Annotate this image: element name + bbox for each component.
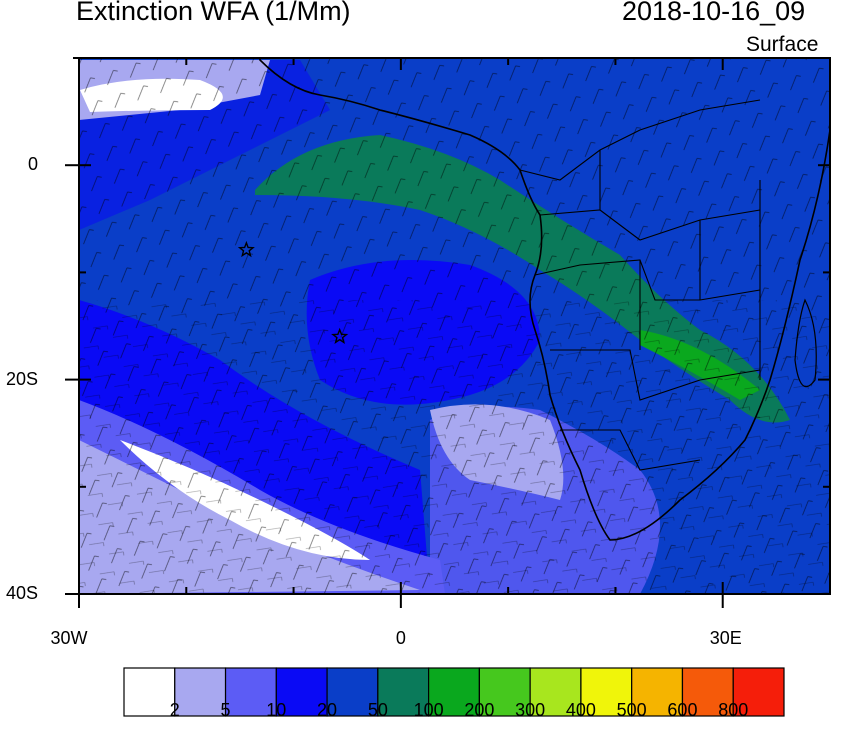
map-field	[79, 58, 830, 594]
colorbar-swatch	[326, 667, 379, 717]
colorbar-swatch	[631, 667, 684, 717]
colorbar-swatch	[681, 667, 734, 717]
lat-label: 20S	[5, 368, 38, 389]
colorbar-swatch	[529, 667, 582, 717]
colorbar-label: 500	[616, 700, 647, 720]
colorbar-label: 800	[718, 700, 749, 720]
lat-label: 40S	[5, 583, 38, 603]
wind-barbs-south	[79, 300, 830, 594]
lon-label: 30W	[50, 628, 88, 648]
colorbar-swatch	[580, 667, 633, 717]
colorbar-label: 20	[317, 700, 338, 720]
colorbar-label: 2	[169, 700, 180, 720]
colorbar-swatch	[428, 667, 480, 717]
colorbar-label: 5	[220, 700, 231, 720]
map-level: Surface	[746, 33, 819, 56]
station-1-star-icon	[237, 240, 255, 258]
map-datetime: 2018-10-16_09	[622, 0, 806, 26]
colorbar-label: 400	[565, 700, 596, 720]
colorbar-label: 600	[667, 700, 698, 720]
station-2-star-icon	[331, 327, 349, 345]
colorbar-swatch	[478, 667, 531, 717]
colorbar-swatch	[377, 667, 430, 717]
colorbar-label: 10	[266, 700, 287, 720]
lon-label: 30E	[709, 628, 742, 648]
africa-coastline	[259, 58, 830, 541]
map-title: Extinction WFA (1/Mm)	[76, 0, 351, 26]
map-frame	[78, 57, 831, 595]
colorbar-label: 300	[515, 700, 546, 720]
colorbar-swatch	[732, 667, 785, 717]
colorbar-label: 100	[413, 700, 444, 720]
colorbar-label: 50	[367, 700, 388, 720]
colorbar-swatch	[174, 667, 227, 717]
colorbar-swatch	[123, 667, 176, 717]
colorbar-label: 200	[464, 700, 495, 720]
island-outline	[794, 298, 817, 388]
country-borders	[519, 99, 761, 471]
colorbar-swatch	[224, 667, 277, 717]
station-markers	[237, 240, 349, 345]
lat-label: 0	[27, 154, 38, 175]
colorbar-swatch	[275, 667, 328, 717]
map-ticks	[65, 57, 831, 608]
colorbar	[123, 667, 785, 717]
lon-label: 0	[395, 628, 406, 648]
